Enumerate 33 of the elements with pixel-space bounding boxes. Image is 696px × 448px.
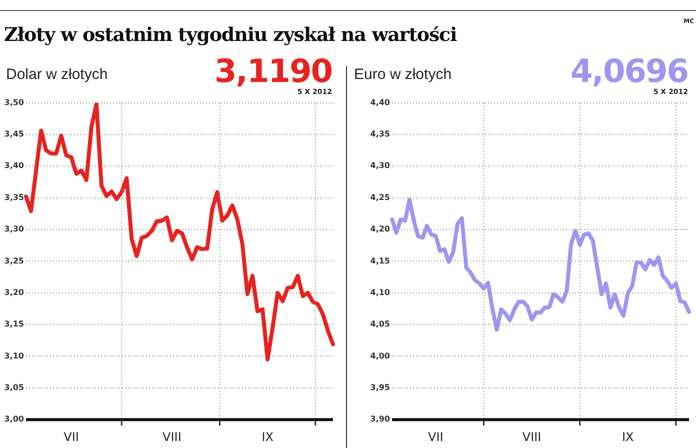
y-tick-label: 3,35 xyxy=(4,192,24,202)
y-tick-label: 3,40 xyxy=(4,161,24,170)
y-tick-label: 4,25 xyxy=(370,192,390,202)
y-tick-label: 4,20 xyxy=(370,224,390,234)
chart-subtitle: Euro w złotych xyxy=(354,66,452,83)
text: 3,1190 xyxy=(214,52,332,90)
chart-title: Złoty w ostatnim tygodniu zyskał na wartości xyxy=(4,24,457,46)
y-tick-label: 4,10 xyxy=(370,288,390,297)
y-tick-label: 4,00 xyxy=(370,351,390,360)
y-tick-label: 4,05 xyxy=(370,320,390,329)
y-tick-label: 4,35 xyxy=(370,130,390,139)
x-tick-label: VII xyxy=(428,430,444,444)
chart-subtitle: Dolar w złotych xyxy=(6,66,108,83)
y-tick-label: 4,40 xyxy=(370,98,390,107)
y-tick-label: 4,30 xyxy=(370,161,390,170)
y-tick-label: 3,20 xyxy=(4,288,24,297)
y-tick-label: 3,00 xyxy=(4,414,24,424)
y-tick-label: 3,25 xyxy=(4,256,24,266)
y-tick-label: 3,50 xyxy=(4,98,24,107)
y-tick-label: 3,90 xyxy=(370,414,390,424)
x-tick-label: VII xyxy=(64,430,79,444)
x-tick-label: IX xyxy=(622,430,634,444)
y-tick-label: 3,10 xyxy=(4,351,24,360)
y-tick-label: 4,15 xyxy=(370,256,390,266)
x-tick-label: VIII xyxy=(522,430,542,444)
y-tick-label: 3,05 xyxy=(4,383,24,392)
y-tick-label: 3,30 xyxy=(4,224,24,234)
text: 4,0696 xyxy=(570,52,688,90)
y-tick-label: 3,15 xyxy=(4,320,24,329)
x-tick-label: VIII xyxy=(162,430,182,444)
y-tick-label: 3,95 xyxy=(370,383,390,392)
y-tick-label: 3,45 xyxy=(4,130,24,139)
x-tick-label: IX xyxy=(262,430,274,444)
